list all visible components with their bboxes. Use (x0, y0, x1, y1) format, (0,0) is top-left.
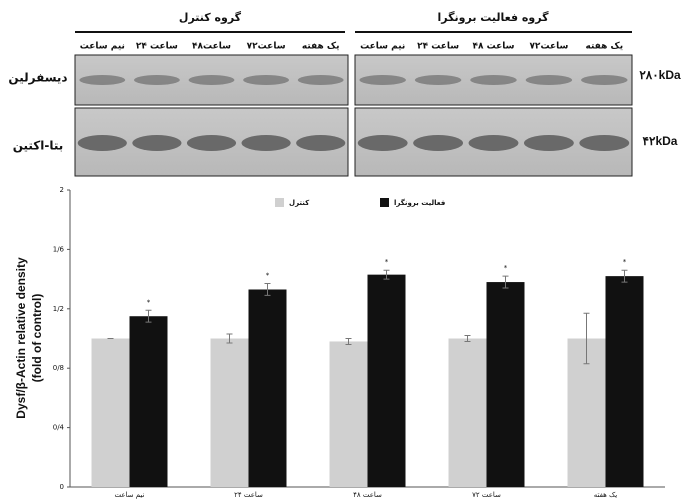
band (242, 135, 291, 151)
band (187, 135, 236, 151)
band (470, 75, 517, 85)
bar (130, 316, 168, 487)
band (189, 75, 235, 85)
significance: * (266, 272, 270, 280)
band (243, 75, 289, 85)
significance: * (147, 298, 151, 306)
bar (249, 289, 287, 487)
lane-label: نیم ساعت (80, 42, 125, 52)
x-tick-label: نیم ساعت (115, 491, 145, 499)
band (415, 75, 462, 85)
band (79, 75, 125, 85)
band (581, 75, 628, 85)
bar (92, 339, 130, 488)
figure: گروه کنترل گروه فعالیت برونگرا دیسفرلین … (0, 0, 688, 504)
lane-label: نیم ساعت (360, 42, 405, 52)
x-tick-label: ۷۲ ساعت (472, 491, 501, 499)
y-label-line: (fold of control) (30, 294, 44, 383)
band (359, 75, 406, 85)
legend-swatch (380, 198, 389, 207)
band (298, 75, 344, 85)
legend-label: فعالیت برونگرا (394, 198, 446, 207)
bar (449, 339, 487, 488)
y-label: Dysf/β-Actin relative density (fold of c… (14, 257, 44, 419)
significance: * (623, 258, 627, 266)
bar (606, 276, 644, 487)
legend-label: کنترل (289, 199, 310, 207)
band (526, 75, 573, 85)
band (296, 135, 345, 151)
group-title: گروه کنترل (179, 11, 242, 24)
lane-label: یک هفته (302, 42, 340, 52)
band (579, 135, 629, 151)
lane-label: ۴۸ ساعت (472, 42, 514, 52)
group-title: گروه فعالیت برونگرا (438, 11, 550, 24)
lane-label: یک هفته (586, 42, 624, 52)
lane-label: ۴۸ساعت (192, 42, 231, 52)
y-tick-label: 0/4 (53, 424, 65, 432)
bar (487, 282, 525, 487)
band (469, 135, 519, 151)
row-label: دیسفرلین (8, 71, 67, 85)
lane-label: ۲۴ ساعت (136, 42, 178, 52)
significance: * (504, 264, 508, 272)
bar (368, 275, 406, 487)
y-tick-label: 2 (60, 186, 64, 194)
significance: * (385, 258, 389, 266)
y-tick-label: 1/2 (53, 305, 64, 313)
lane-label: ۷۲ساعت (247, 42, 286, 52)
band (524, 135, 574, 151)
x-tick-label: ۴۸ ساعت (353, 491, 382, 499)
y-label-line: Dysf/β-Actin relative density (14, 257, 28, 419)
legend-swatch (275, 198, 284, 207)
y-tick-label: 0/8 (53, 364, 64, 372)
band (132, 135, 181, 151)
band (134, 75, 180, 85)
band (413, 135, 463, 151)
x-tick-label: یک هفته (594, 491, 618, 499)
size-label: ۴۲kDa (643, 134, 678, 148)
y-tick-label: 1/6 (53, 245, 65, 253)
band (358, 135, 408, 151)
bar (330, 341, 368, 487)
lane-label: ۲۴ ساعت (417, 42, 459, 52)
band (78, 135, 127, 151)
y-tick-label: 0 (60, 483, 64, 491)
x-tick-label: ۲۴ ساعت (234, 491, 263, 499)
size-label: ۲۸۰kDa (639, 68, 681, 82)
bar (211, 339, 249, 488)
lane-label: ۷۲ساعت (529, 42, 568, 52)
row-label: بتا-اکتین (13, 139, 64, 153)
